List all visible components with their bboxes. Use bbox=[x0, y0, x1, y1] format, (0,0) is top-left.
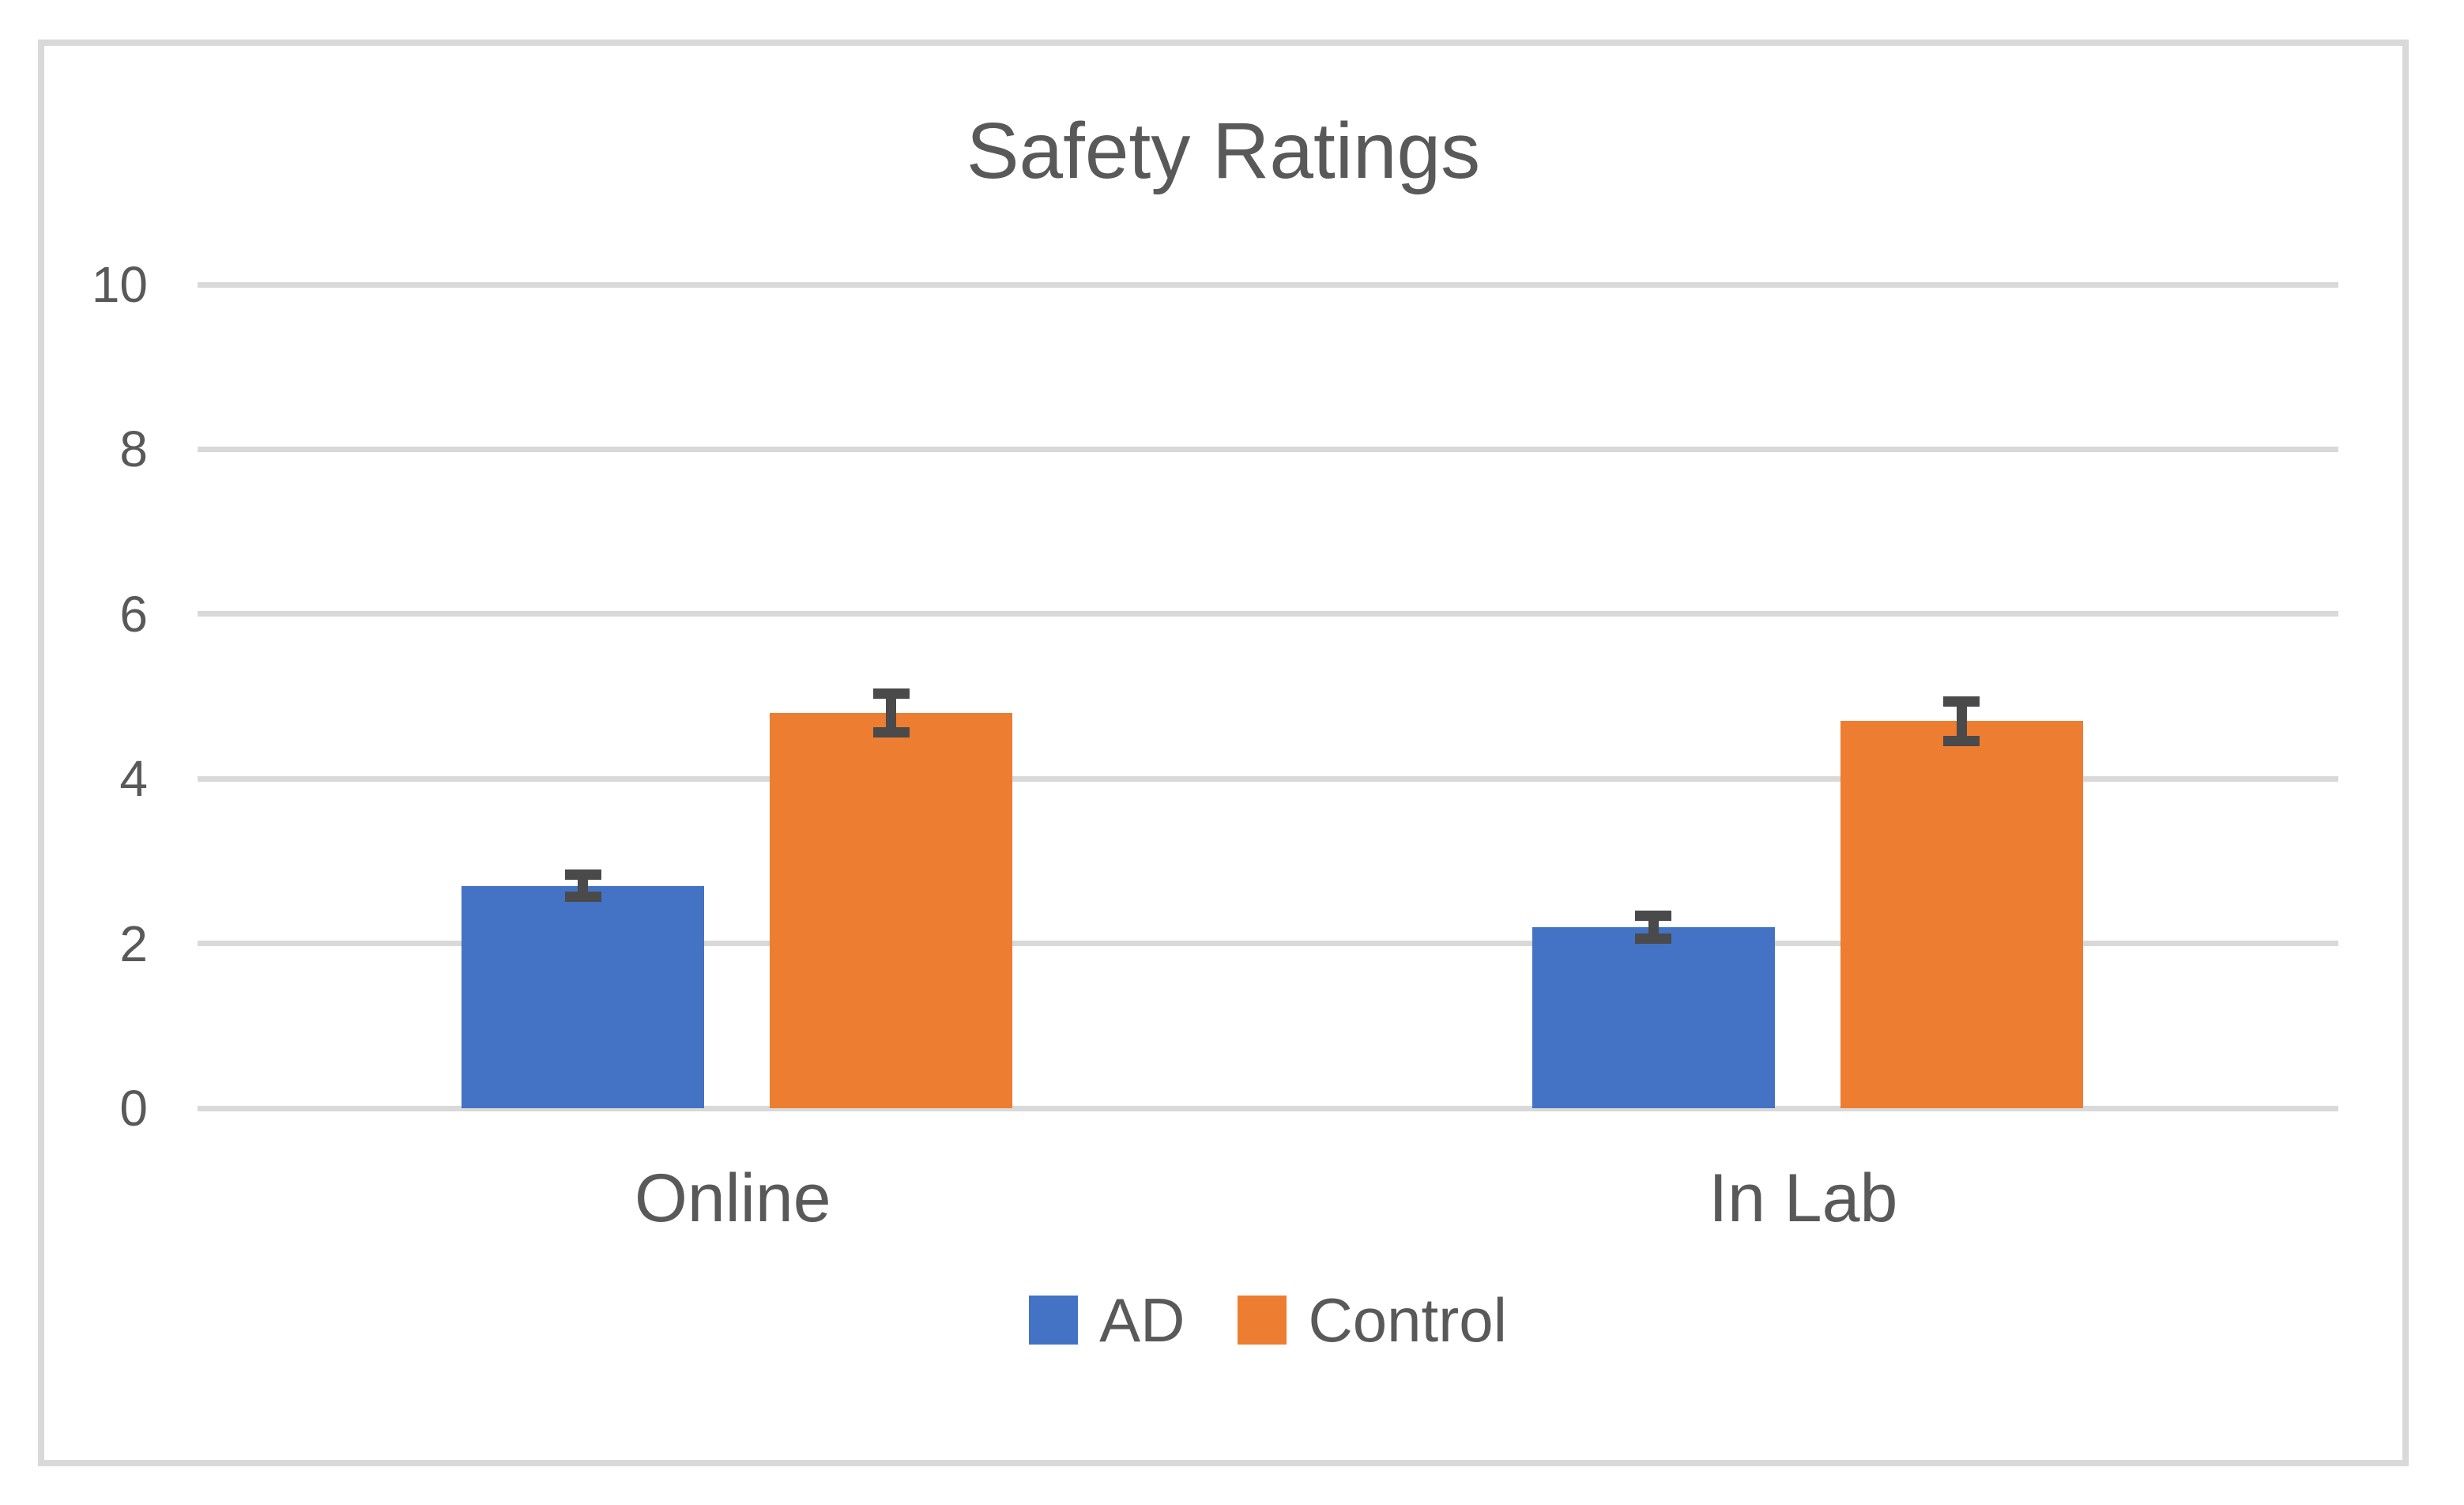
error-bar-cap bbox=[564, 892, 601, 903]
error-bar-cap bbox=[1635, 933, 1671, 944]
error-bar-cap bbox=[1943, 696, 1980, 707]
error-bar-online-ad bbox=[564, 869, 601, 903]
chart-title: Safety Ratings bbox=[966, 107, 1481, 195]
y-tick-label-0: 0 bbox=[119, 1080, 148, 1137]
gridline-2 bbox=[198, 941, 2338, 947]
legend-item-control: Control bbox=[1238, 1282, 1507, 1358]
legend-label-ad: AD bbox=[1099, 1285, 1185, 1355]
bar-online-control bbox=[770, 712, 1012, 1108]
y-tick-label-6: 6 bbox=[119, 585, 148, 643]
legend-item-ad: AD bbox=[1029, 1282, 1185, 1358]
bar-online-ad bbox=[462, 885, 704, 1108]
error-bar-cap bbox=[1635, 910, 1671, 921]
error-bar-cap bbox=[1943, 735, 1980, 746]
legend: AD Control bbox=[198, 1282, 2338, 1358]
chart-frame: Safety Ratings 0 2 4 6 8 10 Online In Lab AD Co… bbox=[38, 40, 2409, 1466]
legend-swatch-ad bbox=[1029, 1296, 1079, 1345]
gridline-6 bbox=[198, 611, 2338, 617]
legend-label-control: Control bbox=[1308, 1285, 1507, 1355]
error-bar-in-lab-control bbox=[1943, 696, 1980, 746]
y-tick-label-8: 8 bbox=[119, 421, 148, 478]
y-tick-label-4: 4 bbox=[119, 750, 148, 808]
error-bar-in-lab-ad bbox=[1635, 910, 1671, 944]
bar-in-lab-control bbox=[1840, 721, 2083, 1108]
error-bar-line bbox=[1956, 696, 1967, 746]
y-tick-label-2: 2 bbox=[119, 915, 148, 972]
error-bar-cap bbox=[872, 688, 910, 699]
y-tick-label-10: 10 bbox=[91, 256, 148, 313]
error-bar-cap bbox=[872, 727, 910, 738]
error-bar-cap bbox=[564, 869, 601, 880]
error-bar-line bbox=[886, 688, 896, 738]
gridline-8 bbox=[198, 446, 2338, 452]
gridline-4 bbox=[198, 775, 2338, 782]
x-category-label-in-lab: In Lab bbox=[1709, 1160, 1898, 1236]
legend-swatch-control bbox=[1238, 1296, 1287, 1345]
plot-area bbox=[198, 281, 2338, 1111]
error-bar-online-control bbox=[872, 688, 910, 738]
gridline-10 bbox=[198, 281, 2338, 288]
gridline-0 bbox=[198, 1105, 2338, 1111]
bar-in-lab-ad bbox=[1532, 926, 1775, 1108]
x-category-label-online: Online bbox=[634, 1160, 831, 1236]
